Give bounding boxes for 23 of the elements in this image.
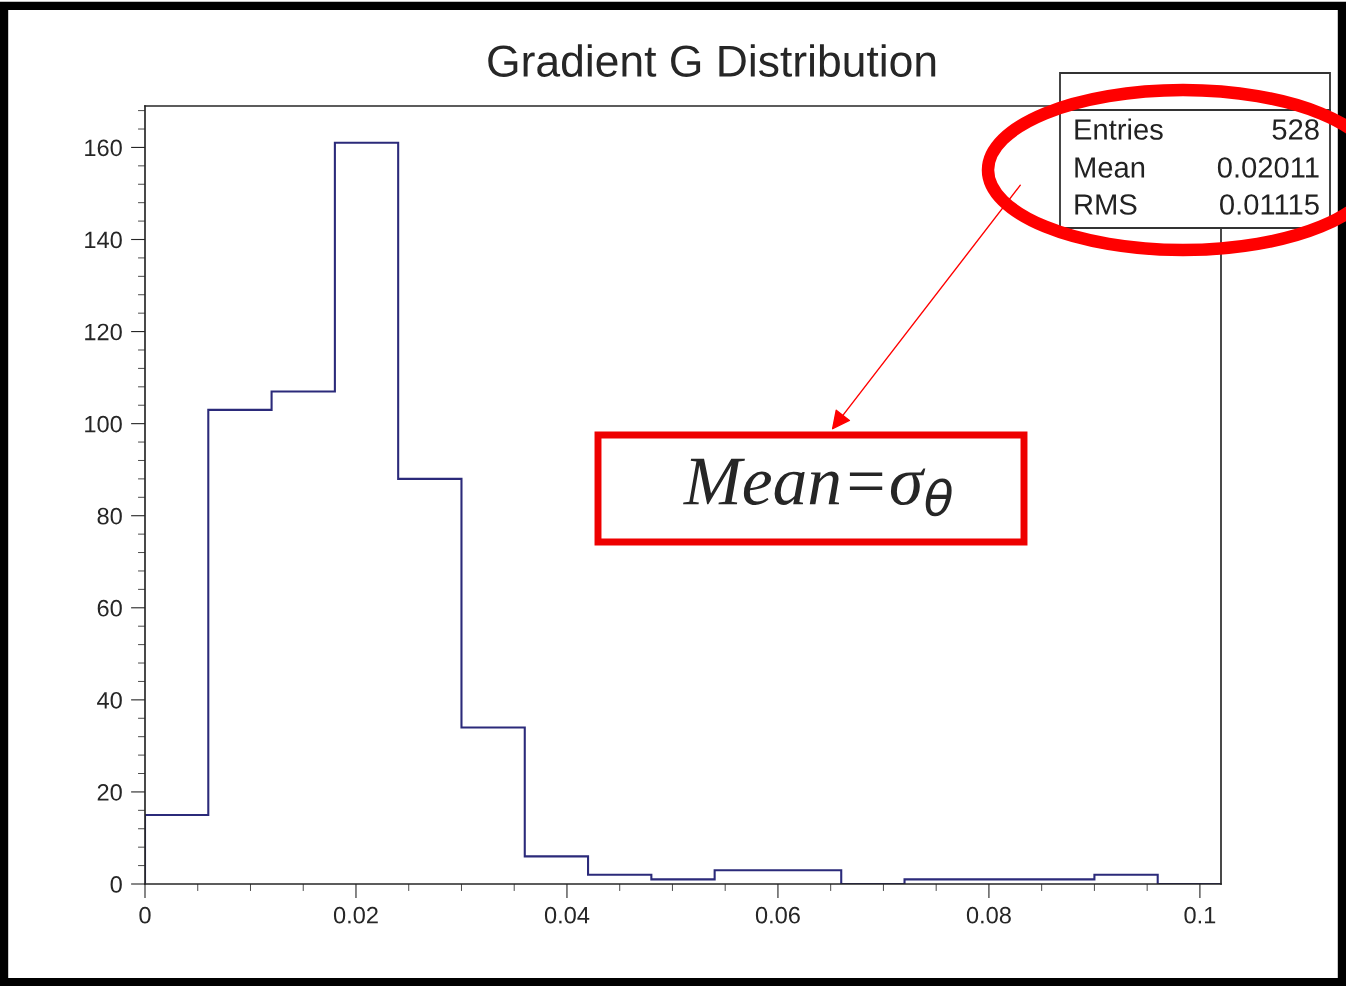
annotation: RMS [1075,194,1137,215]
x-tick-label: 0 [139,906,151,924]
annotation: 0.01115 [1220,194,1319,215]
y-tick-label: 40 [97,691,122,709]
x-tick-label: 0.06 [755,906,800,924]
y-tick-label: 100 [85,415,122,433]
x-tick-label: 0.08 [966,906,1011,924]
y-tick-label: 20 [97,784,122,801]
annotation: Mean=σ$_{θ}$ [683,458,952,517]
x-tick-label: 0.02 [333,906,378,924]
x-tick-label: 0.04 [544,906,590,924]
y-tick-label: 0 [110,876,122,893]
chart-title: Gradient G Distribution [488,44,936,77]
y-tick-label: 120 [85,323,122,341]
y-tick-label: 80 [97,507,122,525]
text: 528 [1272,119,1319,140]
annotation: 0.02011 [1217,157,1319,178]
y-tick-label: 60 [97,599,122,617]
y-tick-label: 140 [85,231,122,249]
x-tick-label: 0.1 [1184,906,1216,924]
annotation: Entries [1075,118,1163,140]
y-tick-label: 160 [85,139,122,157]
annotation: Mean [1075,157,1145,178]
